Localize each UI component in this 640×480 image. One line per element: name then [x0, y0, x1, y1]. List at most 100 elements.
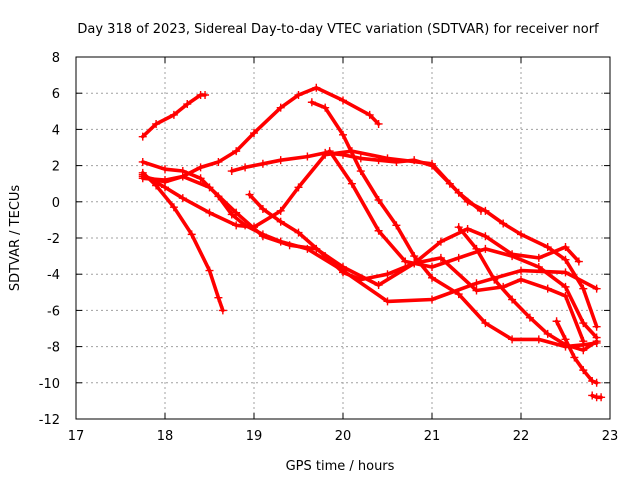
- data-point: [214, 157, 223, 166]
- data-point: [227, 210, 236, 219]
- data-point: [561, 335, 570, 344]
- data-point: [481, 319, 490, 328]
- data-point: [218, 306, 227, 315]
- data-point: [307, 98, 316, 107]
- data-point: [325, 147, 334, 156]
- data-point: [588, 391, 597, 400]
- x-axis-label: GPS time / hours: [286, 459, 395, 474]
- data-point: [276, 156, 285, 165]
- data-point: [561, 282, 570, 291]
- data-point: [454, 223, 463, 232]
- data-point: [321, 148, 330, 157]
- data-point: [454, 290, 463, 299]
- data-point: [499, 219, 508, 228]
- data-point: [392, 157, 401, 166]
- plot-frame: [75, 56, 611, 420]
- data-point: [312, 83, 321, 92]
- data-point: [232, 208, 241, 217]
- data-point: [169, 203, 178, 212]
- x-tick-label: 20: [335, 429, 352, 444]
- data-point: [303, 152, 312, 161]
- x-tick-label: 19: [246, 429, 263, 444]
- data-point: [339, 268, 347, 277]
- data-point: [561, 243, 570, 252]
- series-track-1: [138, 91, 210, 141]
- data-point: [161, 165, 169, 174]
- x-tick-label: 22: [513, 429, 530, 444]
- data-point: [428, 295, 436, 304]
- data-point: [196, 174, 205, 183]
- data-point: [138, 174, 147, 183]
- data-point: [161, 176, 169, 185]
- y-tick-label: -6: [47, 304, 60, 319]
- data-point: [365, 110, 374, 119]
- data-point: [428, 262, 436, 271]
- data-point: [214, 293, 223, 302]
- data-point: [285, 241, 294, 250]
- data-point: [347, 179, 356, 188]
- y-tick-label: 6: [52, 87, 60, 102]
- data-point: [597, 393, 606, 402]
- series-track-13: [588, 391, 606, 402]
- data-point: [472, 286, 481, 295]
- y-tick-label: -4: [47, 268, 60, 283]
- data-point: [356, 154, 365, 163]
- series-track-9: [307, 98, 601, 351]
- data-point: [383, 297, 392, 306]
- data-point: [517, 230, 525, 239]
- data-point: [463, 197, 472, 206]
- data-point: [205, 208, 214, 217]
- data-point: [258, 232, 267, 241]
- data-point: [579, 319, 588, 328]
- data-point: [294, 183, 303, 192]
- data-point: [579, 284, 588, 293]
- x-tick-label: 23: [602, 429, 619, 444]
- y-axis-label: SDTVAR / TECUs: [8, 185, 23, 292]
- data-point: [410, 252, 419, 261]
- data-point: [187, 230, 196, 239]
- y-tick-label: 8: [52, 51, 60, 66]
- data-point: [508, 295, 517, 304]
- data-point: [205, 266, 214, 275]
- data-point: [552, 317, 561, 326]
- data-point: [570, 353, 579, 362]
- data-point: [339, 96, 347, 105]
- data-point: [436, 253, 445, 262]
- data-point: [276, 103, 285, 112]
- data-point: [588, 376, 597, 385]
- y-tick-label: -10: [39, 377, 60, 392]
- data-point: [321, 252, 330, 261]
- data-point: [178, 194, 187, 203]
- data-point: [592, 337, 601, 346]
- data-point: [294, 228, 303, 237]
- data-point: [276, 217, 285, 226]
- data-point: [436, 237, 445, 246]
- data-point: [196, 163, 205, 172]
- data-point: [356, 167, 365, 176]
- data-point: [356, 275, 365, 284]
- data-point: [454, 253, 463, 262]
- y-tick-label: -8: [47, 341, 60, 356]
- data-point: [294, 91, 303, 100]
- data-point: [374, 281, 383, 290]
- data-point: [579, 346, 588, 355]
- data-point: [138, 132, 147, 141]
- data-point: [410, 156, 419, 165]
- data-point: [374, 119, 383, 128]
- data-point: [138, 157, 147, 166]
- data-point: [508, 252, 517, 261]
- data-point: [517, 266, 525, 275]
- data-point: [232, 221, 241, 230]
- data-point: [276, 206, 285, 215]
- data-point: [232, 147, 241, 156]
- y-tick-label: 2: [52, 160, 60, 175]
- data-point: [339, 150, 347, 159]
- data-point: [258, 159, 267, 168]
- data-point: [481, 232, 490, 241]
- data-point: [183, 100, 192, 109]
- data-point: [392, 221, 401, 230]
- data-point: [534, 335, 543, 344]
- y-tick-label: 4: [52, 123, 60, 138]
- data-point: [339, 130, 347, 139]
